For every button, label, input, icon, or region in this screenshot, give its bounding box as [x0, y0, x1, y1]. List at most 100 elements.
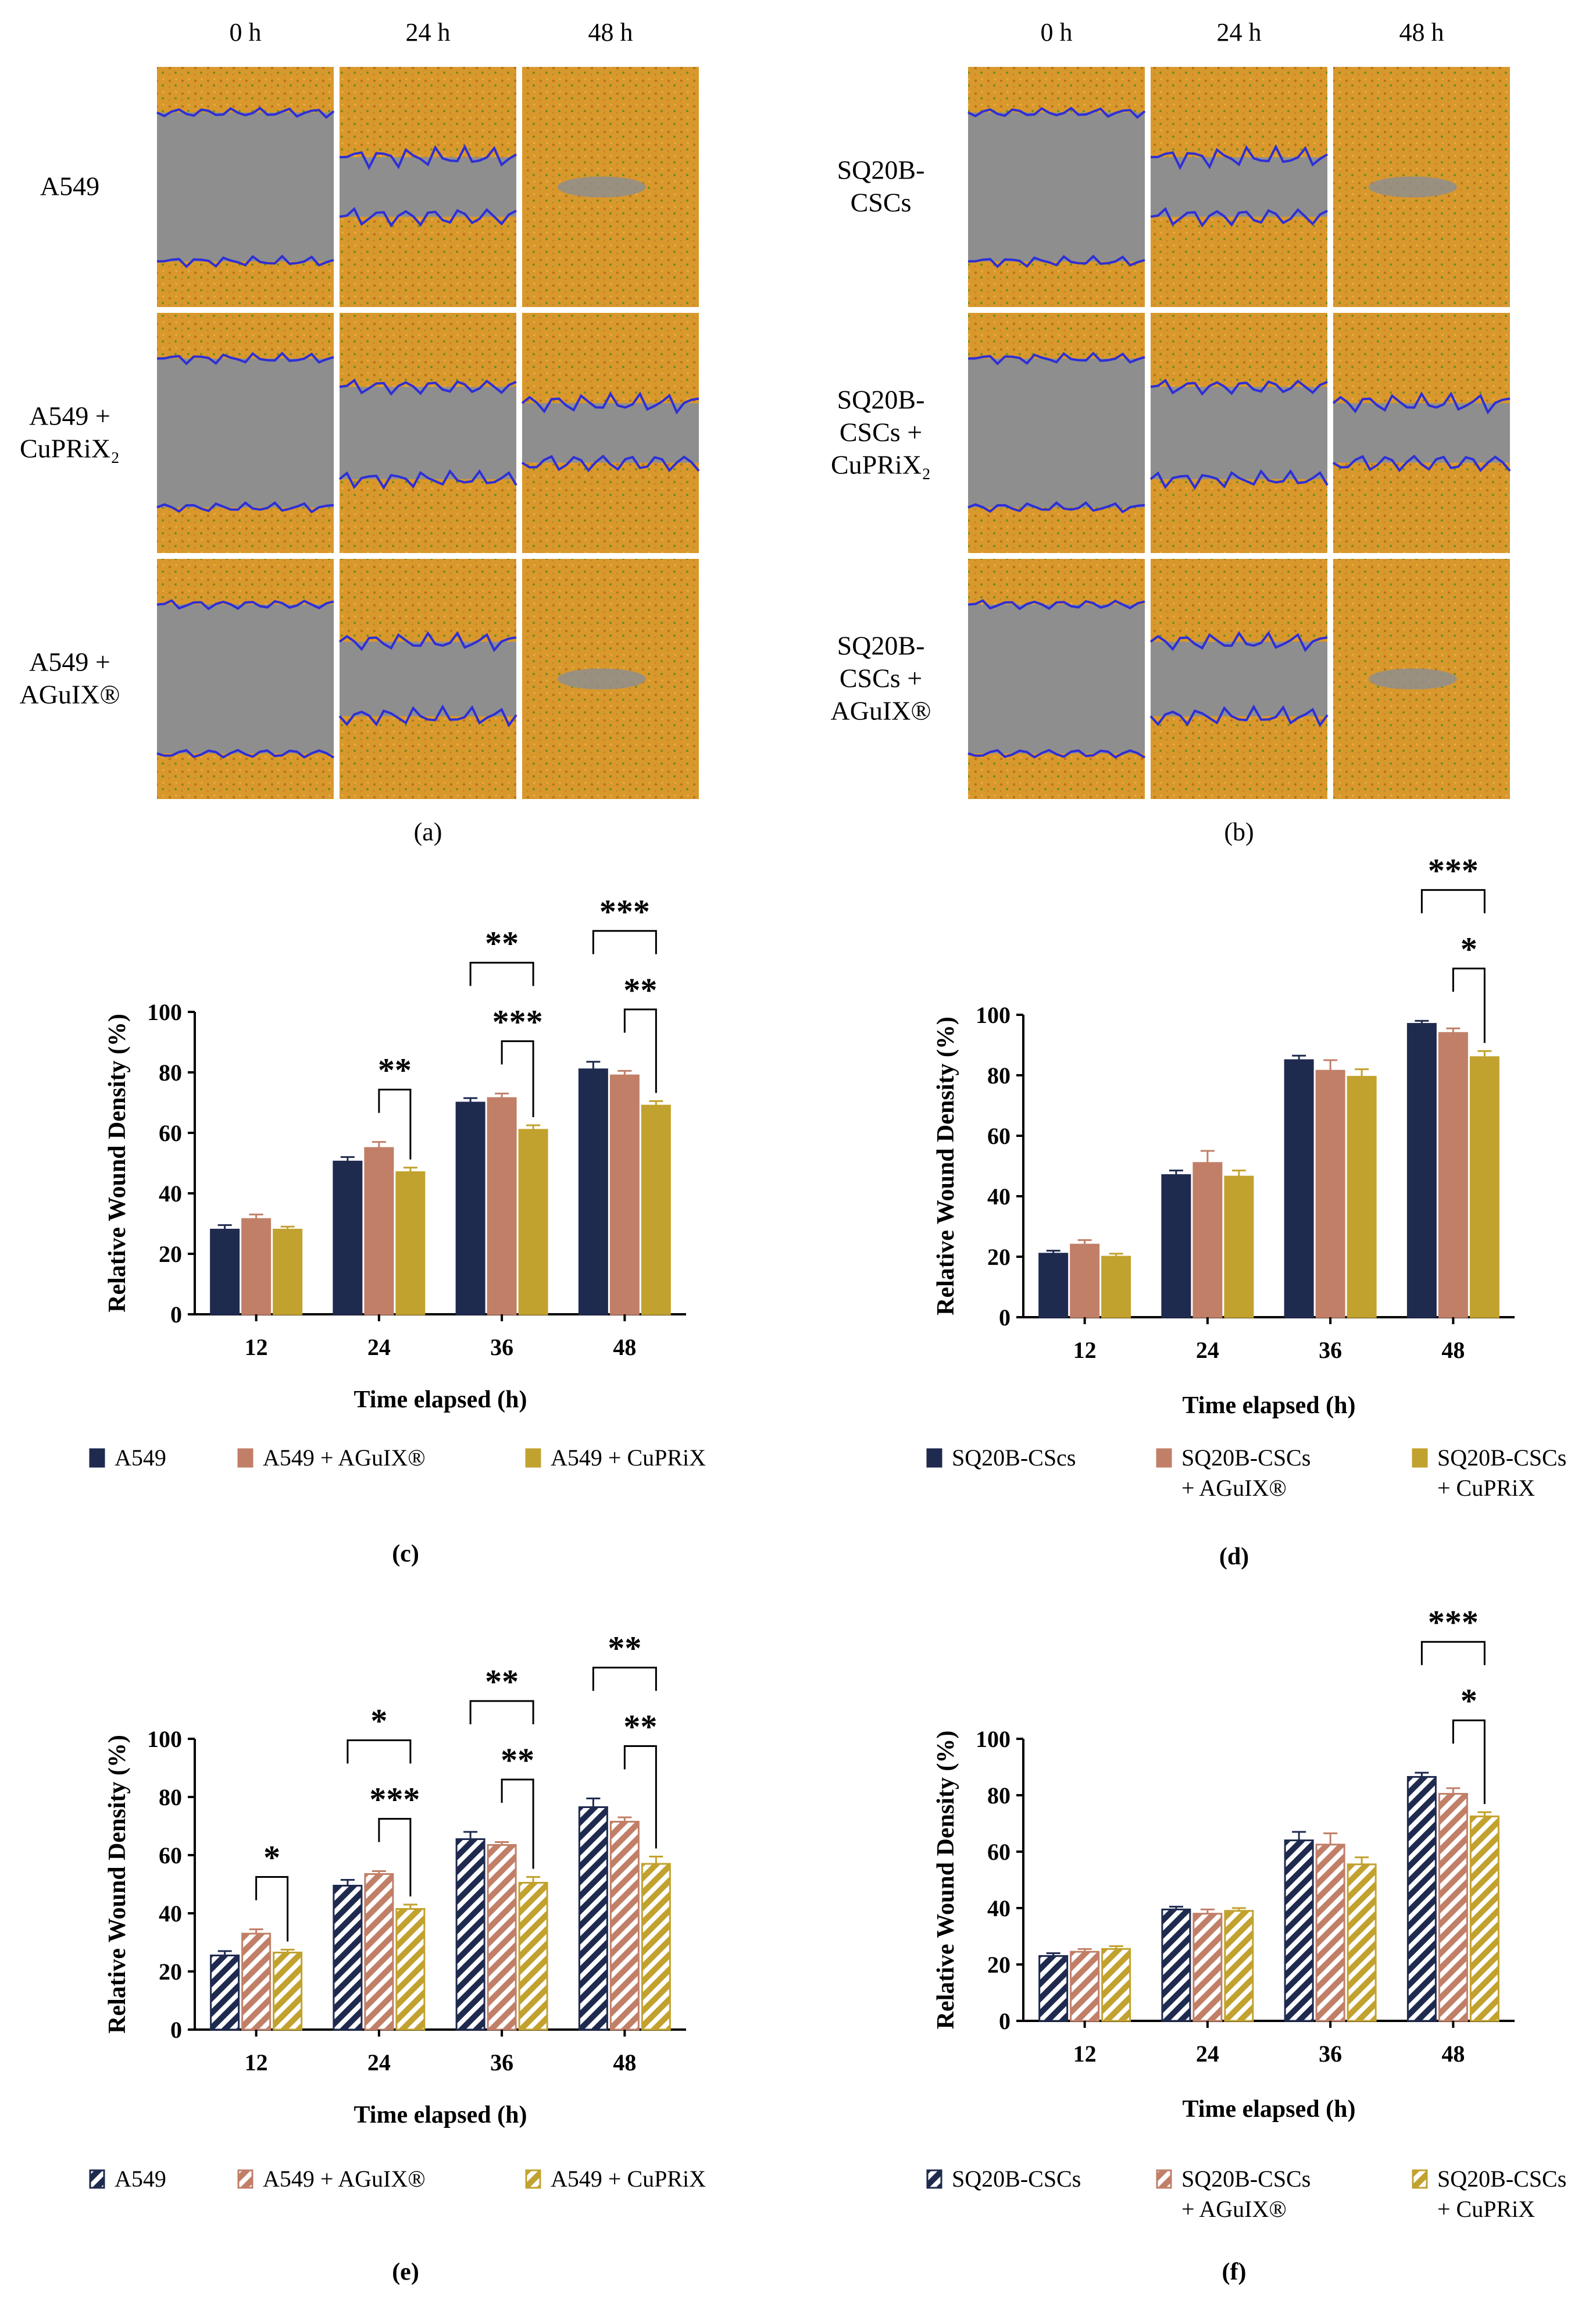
significance-label: *** [492, 1003, 543, 1040]
x-tick-label: 48 [1441, 2041, 1465, 2067]
panel-letter: (f) [1222, 2259, 1247, 2285]
x-tick-label: 48 [613, 2049, 636, 2076]
column-header-0: 0 h [230, 18, 262, 47]
bar-1-1 [1192, 1913, 1223, 2022]
x-tick-label: 24 [367, 1334, 391, 1360]
significance-bracket [1420, 889, 1486, 914]
y-tick-label: 0 [170, 2017, 182, 2043]
x-tick-label: 36 [490, 2049, 513, 2076]
x-axis-label: Time elapsed (h) [354, 1386, 527, 1413]
significance-bracket [255, 1876, 289, 1942]
significance-bracket [469, 1700, 534, 1724]
wound-edge-top [156, 351, 334, 366]
wound-gap [522, 403, 699, 463]
y-axis-label: Relative Wound Density (%) [104, 1735, 131, 2034]
wound-gap [968, 112, 1145, 262]
legend-label-1: A549 + AGuIX® [263, 2166, 426, 2192]
x-tick-label: 24 [1196, 2041, 1219, 2067]
wound-gap [1151, 387, 1327, 479]
significance-label: ** [501, 1741, 534, 1779]
bar-0-3 [1406, 1023, 1437, 1318]
significance-label: *** [1428, 851, 1479, 889]
significance-bracket [347, 1739, 412, 1764]
wound-edge-top [156, 106, 335, 119]
wound-remnant [557, 668, 646, 690]
x-axis-label: Time elapsed (h) [354, 2102, 527, 2128]
legend-label-0: SQ20B-CScs [952, 1445, 1076, 1471]
wound-edge-bottom [156, 748, 335, 759]
y-tick-label: 80 [987, 1062, 1011, 1089]
wound-edge-top [967, 106, 1146, 119]
wound-edge-bottom [1332, 454, 1511, 472]
legend-swatch-2 [1412, 1448, 1428, 1468]
wound-edge-bottom [338, 469, 517, 490]
bar-1-0 [1070, 1243, 1100, 1318]
wound-remnant [557, 176, 646, 198]
panel-letter: (d) [1219, 1543, 1249, 1570]
bar-0-1 [333, 1885, 363, 2031]
wound-gap [340, 387, 516, 479]
bar-2-1 [1224, 1175, 1254, 1318]
significance-bracket [378, 1818, 412, 1896]
bar-2-3 [1469, 1815, 1499, 2022]
legend-label-1: + AGuIX® [1181, 1475, 1287, 1501]
y-tick-label: 20 [159, 1241, 182, 1267]
y-tick-label: 40 [987, 1895, 1011, 1921]
bar-1-3 [609, 1821, 640, 2031]
bar-2-1 [395, 1908, 426, 2031]
significance-bracket [469, 961, 534, 986]
bar-2-3 [1469, 1056, 1499, 1318]
significance-label: ** [608, 1629, 641, 1667]
x-tick-label: 12 [245, 1334, 268, 1360]
wound-edge-bottom [521, 454, 700, 472]
x-tick-label: 24 [1196, 1337, 1219, 1363]
significance-label: ** [623, 971, 657, 1009]
x-tick-label: 48 [1441, 1337, 1465, 1363]
bar-1-2 [487, 1844, 517, 2031]
y-tick-label: 80 [159, 1784, 182, 1810]
bar-1-3 [1438, 1032, 1468, 1318]
bar-0-2 [455, 1838, 485, 2031]
bar-1-1 [364, 1873, 394, 2031]
y-tick-label: 100 [976, 1002, 1011, 1028]
bar-0-2 [455, 1101, 485, 1315]
image-grid-panel_a: 0 h 24 h 48 h A549 A549 + CuPRiX₂ A549 + AGuIX®… [20, 18, 700, 846]
bar-0-1 [1161, 1908, 1191, 2022]
bar-1-0 [241, 1932, 272, 2031]
significance-bracket [378, 1089, 412, 1160]
significance-bracket [1452, 967, 1486, 1043]
significance-label: ** [485, 924, 519, 962]
x-tick-label: 36 [490, 1334, 513, 1360]
bar-1-1 [364, 1147, 394, 1315]
significance-bracket [1452, 1719, 1486, 1805]
panel-letter: (b) [1224, 818, 1254, 846]
bar-0-2 [1284, 1839, 1314, 2022]
bar-1-1 [1192, 1162, 1223, 1318]
legend-swatch-0 [89, 1448, 105, 1468]
panel-letter: (a) [414, 818, 442, 846]
significance-label: * [1461, 930, 1477, 968]
panel-letter: (e) [392, 2259, 419, 2285]
wound-edge-top [967, 599, 1145, 611]
wound-gap [1333, 403, 1510, 463]
significance-bracket [592, 930, 657, 954]
bar-1-0 [241, 1218, 272, 1315]
bar-0-0 [210, 1228, 240, 1315]
wound-edge-bottom [339, 206, 517, 228]
y-tick-label: 60 [987, 1123, 1011, 1149]
bar-2-2 [1347, 1863, 1377, 2022]
row-label: A549 + [29, 401, 110, 431]
bar-charts: 0 20 40 60 80 100 12 24 36 48 Time elapsed (h) Rela… [89, 851, 1566, 2285]
wound-edge-top [156, 599, 334, 611]
significance-bracket [1420, 1641, 1486, 1666]
row-label: CSCs [851, 188, 912, 217]
wound-edge-bottom [967, 254, 1145, 269]
legend-swatch-1 [237, 1448, 253, 1468]
wound-remnant [1368, 668, 1457, 690]
significance-label: ** [485, 1663, 519, 1700]
row-label: AGuIX® [20, 680, 120, 709]
legend-label-2: SQ20B-CSCs [1437, 2166, 1566, 2192]
x-tick-label: 36 [1319, 1337, 1342, 1363]
wound-edge-bottom [1150, 206, 1328, 228]
significance-label: *** [599, 893, 650, 930]
